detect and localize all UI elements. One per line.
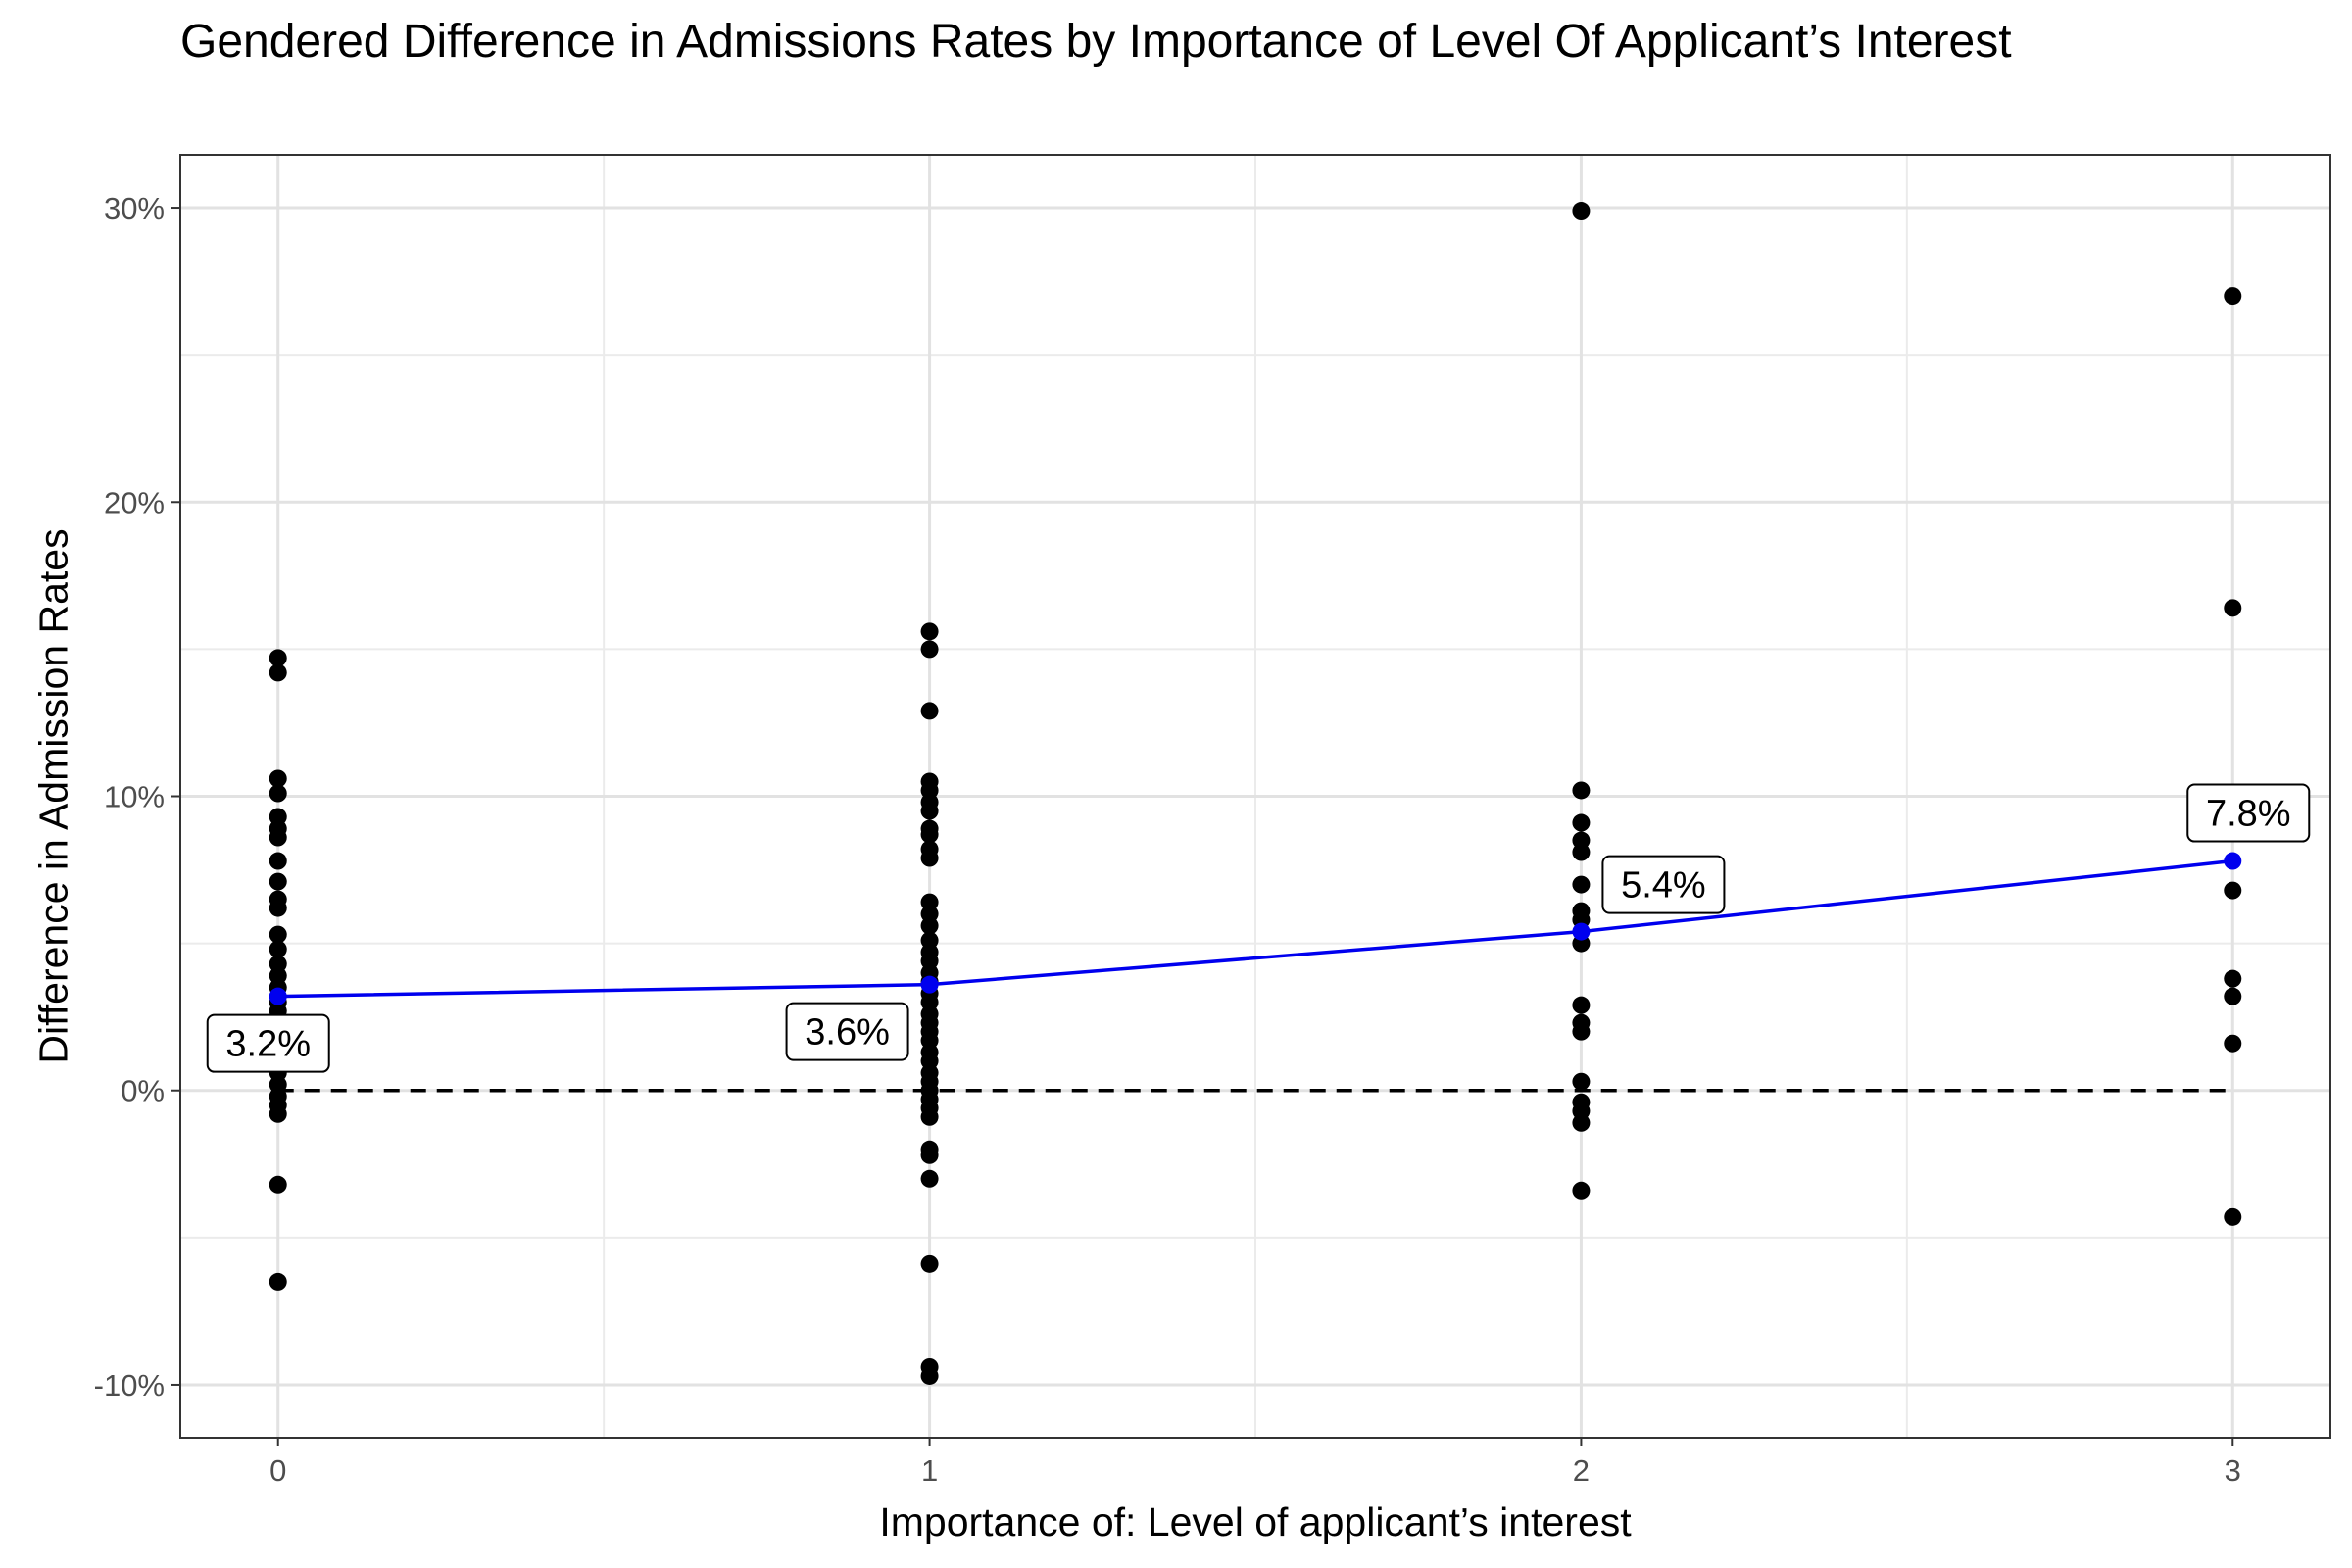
data-point bbox=[1572, 843, 1591, 861]
data-point bbox=[2224, 969, 2242, 988]
data-point bbox=[269, 663, 287, 682]
data-point bbox=[2224, 987, 2242, 1005]
x-tick-label: 2 bbox=[1573, 1453, 1590, 1488]
data-label: 5.4% bbox=[1621, 865, 1706, 906]
y-tick-label: 10% bbox=[104, 780, 165, 814]
data-label: 3.6% bbox=[805, 1012, 890, 1054]
data-point bbox=[920, 1107, 939, 1126]
data-point bbox=[269, 649, 287, 667]
data-point bbox=[1572, 996, 1591, 1014]
data-point bbox=[269, 1272, 287, 1291]
y-tick-label: -10% bbox=[94, 1368, 165, 1402]
data-point bbox=[2224, 287, 2242, 306]
data-point bbox=[1572, 875, 1591, 894]
data-point bbox=[2224, 1207, 2242, 1226]
x-tick-label: 3 bbox=[2225, 1453, 2241, 1488]
data-point bbox=[2224, 881, 2242, 900]
mean-line-path bbox=[277, 858, 2233, 999]
data-label-box bbox=[785, 1002, 909, 1061]
data-label-box bbox=[1601, 855, 1726, 914]
data-point bbox=[1572, 1181, 1591, 1200]
data-point bbox=[920, 622, 939, 641]
data-point bbox=[269, 784, 287, 803]
y-tick-label: 0% bbox=[121, 1074, 165, 1108]
data-point bbox=[1572, 1113, 1591, 1132]
data-point bbox=[920, 802, 939, 820]
data-point bbox=[920, 702, 939, 720]
data-point bbox=[269, 1175, 287, 1194]
chart-title: Gendered Difference in Admissions Rates … bbox=[180, 16, 2012, 68]
data-point bbox=[920, 1169, 939, 1188]
data-point bbox=[920, 640, 939, 659]
x-axis-title: Importance of: Level of applicant’s inte… bbox=[879, 1499, 1632, 1544]
data-point bbox=[269, 872, 287, 891]
data-point bbox=[920, 1146, 939, 1164]
data-point bbox=[920, 1366, 939, 1385]
grid-lines bbox=[180, 155, 2330, 1438]
mean-point bbox=[269, 987, 287, 1005]
x-tick-label: 1 bbox=[921, 1453, 938, 1488]
data-point bbox=[920, 916, 939, 935]
data-point bbox=[1572, 813, 1591, 832]
data-point bbox=[269, 925, 287, 944]
data-point bbox=[920, 825, 939, 844]
axis-ticks: 0 1 2 3 -10% 0% 10% 20% 30% bbox=[94, 191, 2241, 1488]
data-label-box bbox=[206, 1013, 330, 1073]
data-point bbox=[2224, 1034, 2242, 1053]
data-label-box bbox=[2186, 783, 2311, 843]
mean-point bbox=[1572, 922, 1591, 941]
y-axis-title: Difference in Admission Rates bbox=[30, 528, 75, 1063]
data-point bbox=[269, 769, 287, 788]
data-point bbox=[1572, 781, 1591, 800]
mean-line bbox=[269, 852, 2242, 1005]
data-point bbox=[269, 899, 287, 917]
data-point bbox=[269, 852, 287, 870]
data-labels: 3.2% 3.6% 5.4% 7.8% bbox=[206, 783, 2311, 1073]
data-point bbox=[920, 849, 939, 867]
mean-point bbox=[920, 975, 939, 994]
data-point bbox=[920, 1254, 939, 1273]
data-point bbox=[1572, 1022, 1591, 1041]
data-point bbox=[1572, 202, 1591, 220]
x-tick-label: 0 bbox=[270, 1453, 286, 1488]
data-point bbox=[2224, 599, 2242, 617]
data-point bbox=[1572, 1072, 1591, 1091]
y-tick-label: 30% bbox=[104, 191, 165, 225]
data-point bbox=[269, 940, 287, 958]
data-point bbox=[269, 828, 287, 847]
data-label: 7.8% bbox=[2206, 794, 2291, 835]
data-points bbox=[269, 202, 2242, 1385]
data-label: 3.2% bbox=[225, 1024, 311, 1065]
y-tick-label: 20% bbox=[104, 485, 165, 519]
mean-point bbox=[2224, 852, 2242, 870]
data-point bbox=[269, 1104, 287, 1123]
